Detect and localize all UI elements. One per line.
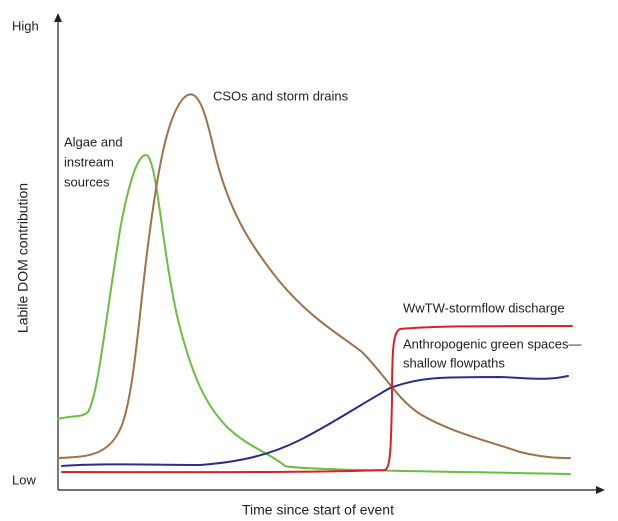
y-label: Labile DOM contribution xyxy=(15,183,31,333)
y-low: Low xyxy=(12,472,36,487)
curve-label: Algae and xyxy=(64,134,123,149)
curve-label: instream xyxy=(64,154,114,169)
y-arrow xyxy=(54,13,62,22)
y-high: High xyxy=(12,18,39,33)
curve-label: Anthropogenic green spaces— xyxy=(403,336,582,351)
curve-label: shallow flowpaths xyxy=(403,355,505,370)
curve-label: WwTW-stormflow discharge xyxy=(403,300,565,315)
x-label: Time since start of event xyxy=(242,502,394,518)
wwtw-curve xyxy=(61,325,573,474)
algae-curve xyxy=(57,154,571,475)
axes xyxy=(54,13,605,494)
green-space-curve xyxy=(61,375,569,467)
cso-curve xyxy=(57,93,571,459)
curve-label: CSOs and storm drains xyxy=(213,88,349,103)
curve-label: sources xyxy=(64,174,110,189)
x-arrow xyxy=(596,486,605,494)
